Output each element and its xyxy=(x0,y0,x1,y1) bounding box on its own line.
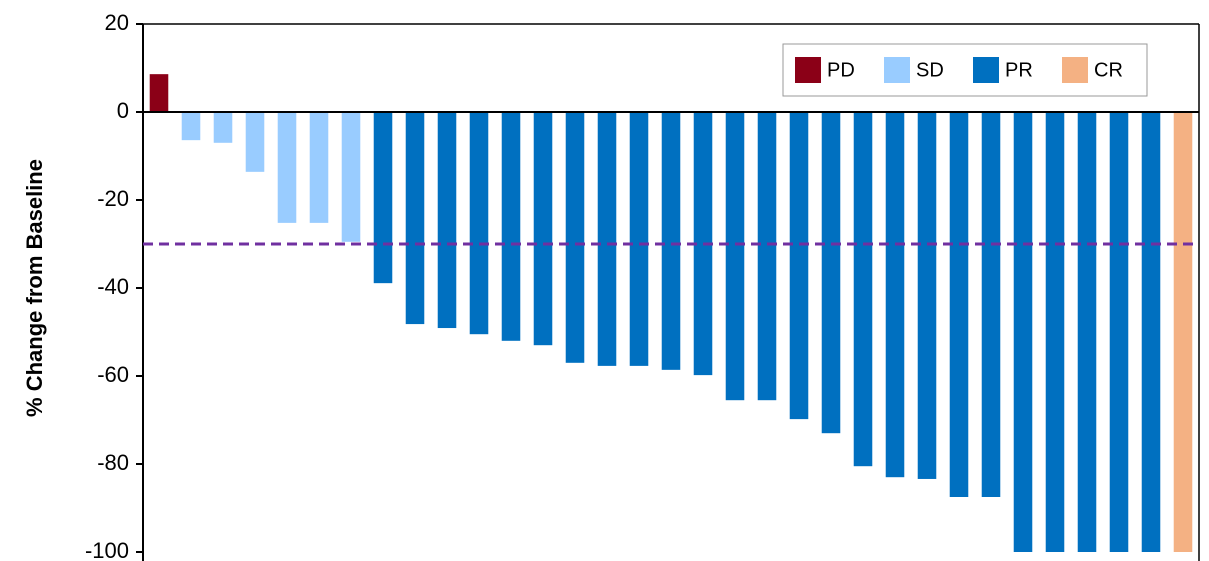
bar xyxy=(1013,112,1033,552)
bar xyxy=(1141,112,1161,552)
bar xyxy=(821,112,841,434)
legend-label: PR xyxy=(1005,59,1033,81)
bar xyxy=(341,112,361,242)
bar xyxy=(565,112,585,363)
bar xyxy=(1109,112,1129,552)
bar xyxy=(309,112,329,223)
bar xyxy=(213,112,233,143)
y-axis-label: % Change from Baseline xyxy=(22,159,47,417)
bar xyxy=(853,112,873,467)
y-tick-label: -40 xyxy=(97,274,129,299)
bar xyxy=(661,112,681,370)
bar xyxy=(1173,112,1193,552)
legend-label: SD xyxy=(916,59,944,81)
bar xyxy=(405,112,425,325)
bar xyxy=(1077,112,1097,552)
bar xyxy=(277,112,297,223)
y-tick-label: -60 xyxy=(97,362,129,387)
y-tick-label: -100 xyxy=(85,538,129,561)
bar xyxy=(981,112,1001,497)
bar xyxy=(885,112,905,478)
bar xyxy=(949,112,969,497)
bar xyxy=(1045,112,1065,552)
bar xyxy=(533,112,553,346)
bar xyxy=(469,112,489,335)
legend-label: CR xyxy=(1094,59,1123,81)
bar xyxy=(373,112,393,284)
legend-swatch xyxy=(884,57,910,83)
legend-label: PD xyxy=(827,59,855,81)
bar xyxy=(757,112,777,401)
y-tick-label: -80 xyxy=(97,450,129,475)
bar xyxy=(437,112,457,329)
y-tick-label: 20 xyxy=(105,10,129,35)
bar xyxy=(917,112,937,479)
bar xyxy=(597,112,617,366)
bar xyxy=(245,112,265,172)
legend-swatch xyxy=(795,57,821,83)
bar xyxy=(501,112,521,341)
bar xyxy=(181,112,201,141)
bar xyxy=(149,74,169,112)
legend-swatch xyxy=(973,57,999,83)
bar xyxy=(789,112,809,420)
legend-swatch xyxy=(1062,57,1088,83)
bar xyxy=(725,112,745,401)
y-tick-label: -20 xyxy=(97,186,129,211)
bar xyxy=(629,112,649,366)
y-tick-label: 0 xyxy=(117,98,129,123)
